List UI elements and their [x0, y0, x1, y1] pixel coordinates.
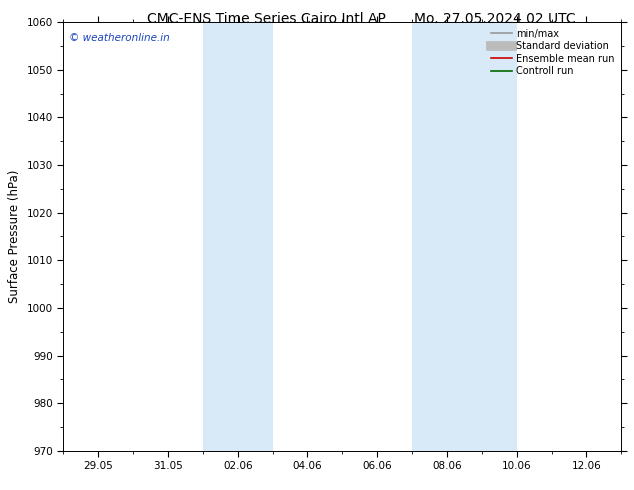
- Bar: [203, 22, 273, 451]
- Bar: [412, 22, 517, 451]
- Text: Mo. 27.05.2024 02 UTC: Mo. 27.05.2024 02 UTC: [414, 12, 575, 26]
- Text: CMC-ENS Time Series Cairo Intl AP: CMC-ENS Time Series Cairo Intl AP: [147, 12, 385, 26]
- Legend: min/max, Standard deviation, Ensemble mean run, Controll run: min/max, Standard deviation, Ensemble me…: [487, 25, 618, 80]
- Y-axis label: Surface Pressure (hPa): Surface Pressure (hPa): [8, 170, 21, 303]
- Text: © weatheronline.in: © weatheronline.in: [69, 33, 170, 43]
